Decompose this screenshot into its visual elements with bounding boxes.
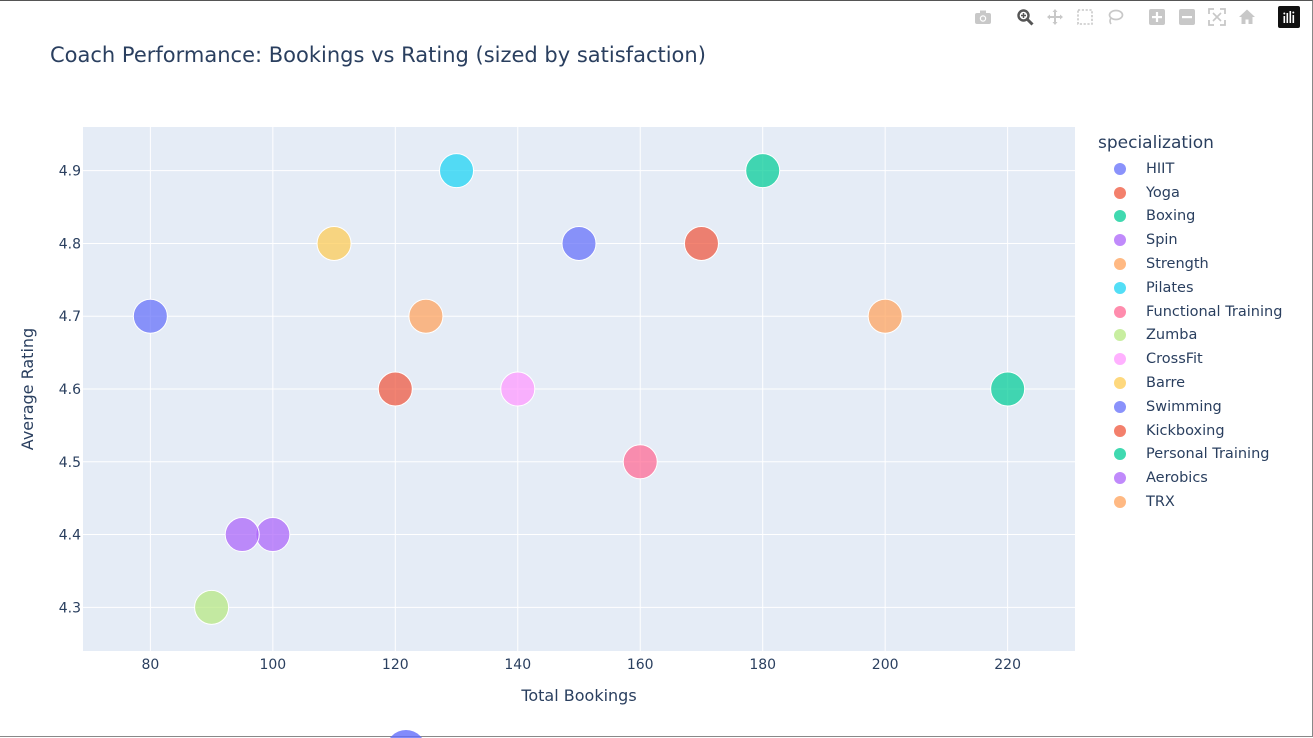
legend-label: Pilates: [1146, 279, 1194, 296]
data-point-barre[interactable]: [316, 225, 352, 261]
legend-marker: [1114, 400, 1126, 413]
legend-item-hiit[interactable]: HIIT: [1098, 157, 1282, 181]
legend-item-yoga[interactable]: Yoga: [1098, 181, 1282, 205]
data-point-swimming[interactable]: [132, 298, 168, 334]
x-axis-title: Total Bookings: [520, 686, 636, 705]
y-tick-label: 4.4: [59, 528, 81, 544]
data-points: [132, 153, 1026, 625]
legend-label: TRX: [1146, 494, 1175, 511]
legend-marker: [1114, 377, 1126, 390]
data-point-personal-training[interactable]: [990, 371, 1026, 407]
legend-label: Aerobics: [1146, 470, 1208, 487]
data-point-zumba[interactable]: [194, 589, 230, 625]
zoom-out-icon[interactable]: [1176, 6, 1198, 28]
chart-title: Coach Performance: Bookings vs Rating (s…: [50, 43, 706, 67]
autoscale-icon[interactable]: [1206, 6, 1228, 28]
legend: specialization HIIT Yoga Boxing Spin Strengt…: [1098, 133, 1282, 514]
legend-label: Functional Training: [1146, 303, 1283, 320]
legend-item-functional-training[interactable]: Functional Training: [1098, 300, 1282, 324]
x-tick-label: 140: [504, 657, 531, 673]
y-tick-label: 4.9: [59, 164, 81, 180]
legend-item-trx[interactable]: TRX: [1098, 490, 1282, 514]
zoom-in-icon[interactable]: [1146, 6, 1168, 28]
legend-marker: [1114, 353, 1126, 366]
legend-label: Barre: [1146, 375, 1186, 392]
data-point-pilates[interactable]: [439, 153, 475, 189]
y-tick-label: 4.7: [59, 309, 81, 325]
legend-marker: [1114, 210, 1126, 223]
legend-item-personal-training[interactable]: Personal Training: [1098, 443, 1282, 467]
zoom-icon[interactable]: [1014, 6, 1036, 28]
y-tick-label: 4.8: [59, 236, 81, 252]
legend-item-swimming[interactable]: Swimming: [1098, 395, 1282, 419]
legend-marker: [1114, 448, 1126, 461]
data-point-hiit[interactable]: [561, 225, 597, 261]
legend-marker: [1114, 234, 1126, 247]
legend-label: Swimming: [1146, 398, 1222, 415]
legend-title: specialization: [1098, 133, 1214, 153]
legend-label: CrossFit: [1146, 351, 1203, 368]
legend-marker: [1114, 329, 1126, 342]
data-point-spin[interactable]: [255, 517, 291, 553]
reset-axes-icon[interactable]: [1236, 6, 1258, 28]
box-select-icon[interactable]: [1074, 6, 1096, 28]
legend-item-barre[interactable]: Barre: [1098, 371, 1282, 395]
y-tick-label: 4.5: [59, 455, 81, 471]
legend-marker: [1114, 305, 1126, 318]
plotly-logo-icon[interactable]: [1278, 6, 1300, 28]
y-tick-label: 4.6: [59, 382, 81, 398]
legend-marker: [1114, 472, 1126, 485]
data-point-aerobics[interactable]: [224, 517, 260, 553]
legend-label: Zumba: [1146, 327, 1198, 344]
x-tick-label: 100: [259, 657, 286, 673]
legend-marker: [1114, 186, 1126, 199]
legend-items: HIIT Yoga Boxing Spin Strength Pilates Functio…: [1098, 157, 1282, 514]
data-point-trx[interactable]: [408, 298, 444, 334]
x-tick-label: 80: [141, 657, 159, 673]
legend-label: Personal Training: [1146, 446, 1270, 463]
legend-label: Kickboxing: [1146, 422, 1225, 439]
x-tick-label: 220: [994, 657, 1021, 673]
data-point-crossfit[interactable]: [500, 371, 536, 407]
data-point-kickboxing[interactable]: [377, 371, 413, 407]
x-tick-label: 180: [749, 657, 776, 673]
legend-item-boxing[interactable]: Boxing: [1098, 205, 1282, 229]
data-point-boxing[interactable]: [745, 153, 781, 189]
tick-labels: 80 100 120 140 160 180 200 220 4.3 4.4 4.5 4.6 4.7 4.…: [59, 164, 1021, 673]
y-axis-title: Average Rating: [18, 328, 37, 450]
legend-item-zumba[interactable]: Zumba: [1098, 324, 1282, 348]
legend-label: HIIT: [1146, 160, 1175, 177]
legend-marker: [1114, 162, 1126, 175]
x-tick-label: 160: [627, 657, 654, 673]
legend-label: Spin: [1146, 232, 1178, 249]
y-tick-label: 4.3: [59, 600, 81, 616]
legend-label: Yoga: [1146, 184, 1180, 201]
x-tick-label: 120: [382, 657, 409, 673]
offscreen-marker: [390, 730, 422, 738]
legend-item-strength[interactable]: Strength: [1098, 252, 1282, 276]
legend-label: Strength: [1146, 256, 1209, 273]
camera-icon[interactable]: [972, 6, 994, 28]
legend-marker: [1114, 424, 1126, 437]
legend-marker: [1114, 496, 1126, 509]
legend-item-spin[interactable]: Spin: [1098, 228, 1282, 252]
data-point-strength[interactable]: [867, 298, 903, 334]
modebar: [968, 5, 1304, 29]
legend-item-aerobics[interactable]: Aerobics: [1098, 466, 1282, 490]
x-tick-label: 200: [872, 657, 899, 673]
legend-item-pilates[interactable]: Pilates: [1098, 276, 1282, 300]
data-point-yoga[interactable]: [683, 225, 719, 261]
lasso-select-icon[interactable]: [1104, 6, 1126, 28]
legend-label: Boxing: [1146, 208, 1196, 225]
legend-item-crossfit[interactable]: CrossFit: [1098, 347, 1282, 371]
legend-marker: [1114, 281, 1126, 294]
legend-item-kickboxing[interactable]: Kickboxing: [1098, 419, 1282, 443]
data-point-functional-training[interactable]: [622, 444, 658, 480]
legend-marker: [1114, 258, 1126, 271]
pan-icon[interactable]: [1044, 6, 1066, 28]
